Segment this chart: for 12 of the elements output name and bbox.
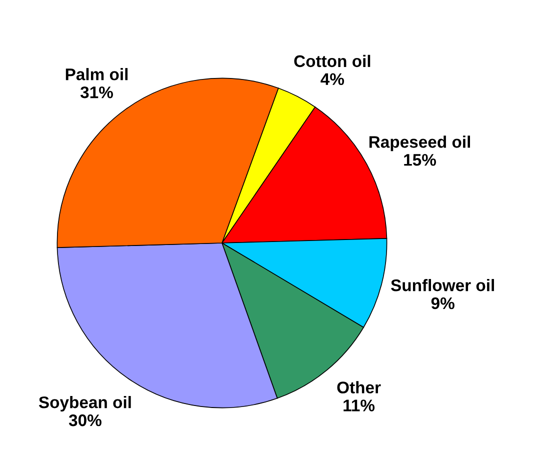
data-label: 30% <box>68 414 102 426</box>
data-label: 31% <box>80 86 113 98</box>
data-label: 15% <box>404 154 436 166</box>
slice-label: Other <box>337 381 381 394</box>
data-label: 9% <box>431 297 454 310</box>
slice-label: Rapeseed oil <box>369 136 470 152</box>
slice-label: Cotton oil <box>294 54 370 68</box>
data-label: 11% <box>344 400 375 412</box>
slice-label: Sunflower oil <box>391 278 494 292</box>
data-label: 4% <box>320 73 344 86</box>
slice-label: Palm oil <box>66 68 128 80</box>
slice-label: Soybean oil <box>38 396 131 412</box>
